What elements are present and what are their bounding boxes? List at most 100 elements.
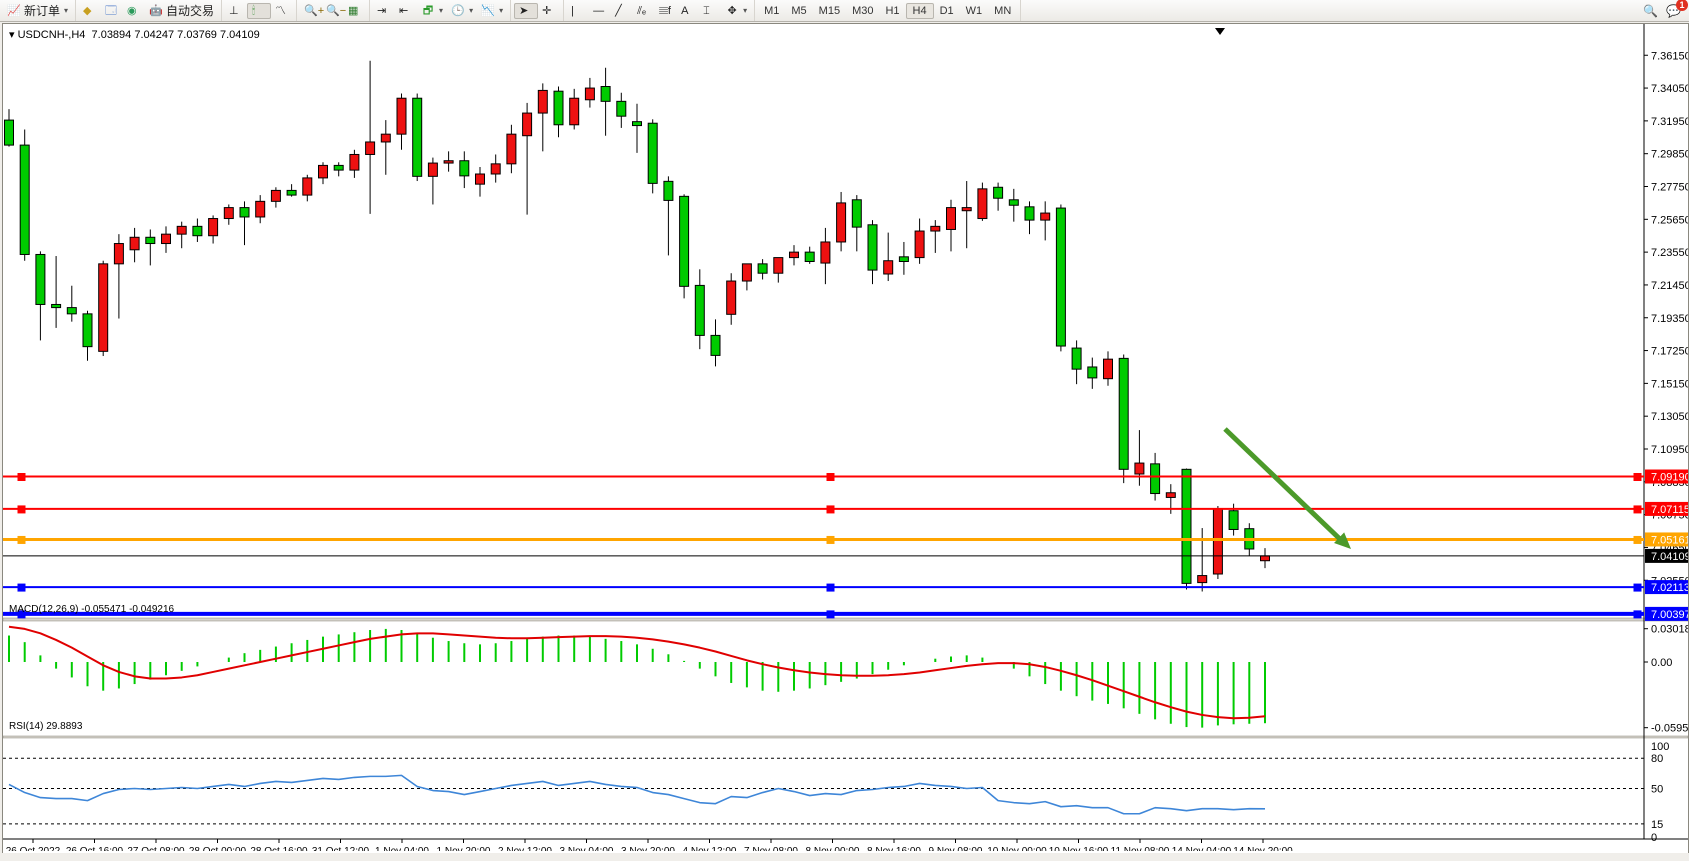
line-handle[interactable] — [17, 535, 26, 544]
clock-icon: 🕒 — [451, 4, 465, 17]
candle-down — [1181, 468, 1192, 584]
candle-down — [239, 207, 250, 218]
new-chart-button[interactable]: 🗗 ▾ — [417, 4, 447, 18]
candle-up — [946, 207, 956, 230]
text-label-tool-icon[interactable]: ⌶ — [703, 4, 710, 17]
chart-canvas[interactable]: 7.36150 7.34050 7.31950 7.29850 7.27750 7.256… — [3, 24, 1688, 851]
horizontal-levels: 7.09190 7.07115 7.05161 7.04109 7.02113 7.003… — [3, 469, 1688, 621]
market-icon[interactable]: 🗔 — [105, 4, 117, 17]
line-handle[interactable] — [1633, 505, 1642, 514]
candle-up — [427, 162, 438, 177]
candlestick-chart-icon[interactable]: 🕯 — [247, 2, 272, 19]
signals-icon[interactable]: ◉ — [127, 4, 137, 17]
time-tick-label: 31 Oct 12:00 — [312, 846, 370, 851]
bar-chart-icon[interactable]: ⊥ — [229, 4, 239, 17]
cursor-icon[interactable]: ➤ — [514, 2, 539, 19]
candle-up — [1103, 358, 1113, 380]
timeframe-m1-button[interactable]: M1 — [764, 4, 780, 17]
line-handle[interactable] — [17, 583, 26, 592]
time-axis[interactable]: 26 Oct 2022 26 Oct 16:0027 Oct 08:00 28 Oc… — [6, 839, 1293, 851]
candle-up — [396, 97, 407, 135]
fibonacci-tool-icon[interactable]: 𝄙f — [659, 4, 671, 17]
zoom-in-icon[interactable]: 🔍+ — [304, 4, 325, 17]
horizontal-line-tool-icon[interactable]: — — [593, 4, 605, 17]
line-handle[interactable] — [1633, 535, 1642, 544]
price-tick-label: 7.25650 — [1651, 214, 1688, 226]
rsi-line — [8, 774, 1266, 815]
arrows-tool-button[interactable]: ✥ ▾ — [721, 4, 751, 18]
search-icon[interactable]: 🔍 — [1643, 3, 1659, 18]
price-tick-label: 7.15150 — [1651, 378, 1688, 390]
candle-up — [1134, 462, 1145, 475]
candle-down — [82, 313, 93, 348]
autotrading-button[interactable]: 🤖 自动交易 — [145, 1, 218, 20]
candle-up — [490, 163, 501, 175]
timeframe-mn-button[interactable]: MN — [994, 4, 1012, 17]
auto-scroll-icon[interactable]: ⇥ — [377, 4, 387, 17]
price-tick-label: 7.13050 — [1651, 411, 1688, 423]
candle-up — [883, 260, 894, 275]
zoom-out-icon[interactable]: 🔍− — [326, 4, 347, 17]
timeframe-m5-button[interactable]: M5 — [791, 4, 807, 17]
line-handle[interactable] — [1633, 610, 1642, 619]
chart-shift-icon[interactable]: ⇤ — [399, 4, 409, 17]
trendline-tool-icon[interactable]: ╱ — [615, 4, 622, 17]
candle-up — [443, 160, 454, 164]
candle-down — [867, 224, 878, 271]
chart-window[interactable]: 7.36150 7.34050 7.31950 7.29850 7.27750 7.256… — [2, 23, 1689, 854]
rsi-axis-label: 100 — [1651, 741, 1669, 753]
line-handle[interactable] — [826, 610, 835, 619]
line-handle[interactable] — [1633, 473, 1642, 481]
candle-down — [1024, 206, 1035, 221]
line-handle[interactable] — [826, 583, 835, 592]
line-handle[interactable] — [17, 505, 26, 514]
line-handle[interactable] — [826, 473, 835, 481]
price-axis[interactable]: 7.36150 7.34050 7.31950 7.29850 7.27750 7.256… — [1644, 50, 1688, 735]
chart-title: ▾ USDCNH-,H4 7.03894 7.04247 7.03769 7.0… — [9, 29, 260, 41]
mql-editor-icon[interactable]: ◆ — [83, 4, 92, 17]
chart-shift-marker[interactable] — [1215, 28, 1225, 35]
timeframe-m30-button[interactable]: M30 — [852, 4, 874, 17]
candle-up — [223, 207, 234, 220]
price-tag — [1645, 532, 1688, 547]
indicators-button[interactable]: 📉 ▾ — [477, 4, 507, 18]
periods-button[interactable]: 🕒 ▾ — [447, 4, 477, 18]
price-tag — [1645, 580, 1688, 595]
candle-up — [836, 202, 847, 243]
time-tick-label: 2 Nov 12:00 — [498, 846, 552, 851]
timeframe-m15-button[interactable]: M15 — [818, 4, 841, 17]
line-handle[interactable] — [1633, 583, 1642, 592]
candle-down — [804, 251, 815, 262]
new-order-icon: 📈 — [7, 4, 21, 17]
line-handle[interactable] — [826, 535, 835, 544]
rsi-axis-label: 0 — [1651, 832, 1657, 844]
timeframe-d1-button[interactable]: D1 — [939, 4, 954, 17]
trend-arrow-annotation[interactable] — [1223, 427, 1351, 549]
candle-down — [632, 121, 642, 127]
line-chart-icon[interactable]: 〽 — [275, 4, 287, 17]
line-handle[interactable] — [17, 610, 26, 619]
price-tick-label: 7.10950 — [1651, 444, 1688, 456]
chevron-down-icon: ▾ — [439, 6, 444, 15]
notifications-button[interactable]: 💬 1 — [1666, 0, 1688, 18]
timeframe-w1-button[interactable]: W1 — [965, 4, 983, 17]
price-tick-label: 7.27750 — [1651, 182, 1688, 194]
line-handle[interactable] — [17, 473, 26, 481]
new-order-button[interactable]: 📈 新订单 ▾ — [3, 1, 72, 20]
candle-down — [898, 256, 909, 262]
vertical-line-tool-icon[interactable]: | — [571, 4, 574, 17]
candle-up — [930, 225, 941, 232]
arrow-head — [1334, 532, 1351, 549]
time-tick-label: 3 Nov 20:00 — [621, 846, 675, 851]
candle-up — [537, 89, 548, 114]
crosshair-icon[interactable]: ✛ — [542, 4, 552, 17]
tile-windows-icon[interactable]: ▦ — [348, 4, 359, 17]
channel-tool-icon[interactable]: ⫽ₑ — [637, 4, 647, 17]
price-tick-label: 7.31950 — [1651, 116, 1688, 128]
time-tick-label: 26 Oct 16:00 — [66, 846, 124, 851]
timeframe-h4-button[interactable]: H4 — [905, 2, 934, 19]
candle-down — [679, 195, 690, 287]
timeframe-h1-button[interactable]: H1 — [885, 4, 900, 17]
line-handle[interactable] — [826, 505, 835, 514]
text-tool-icon[interactable]: A — [681, 4, 689, 17]
